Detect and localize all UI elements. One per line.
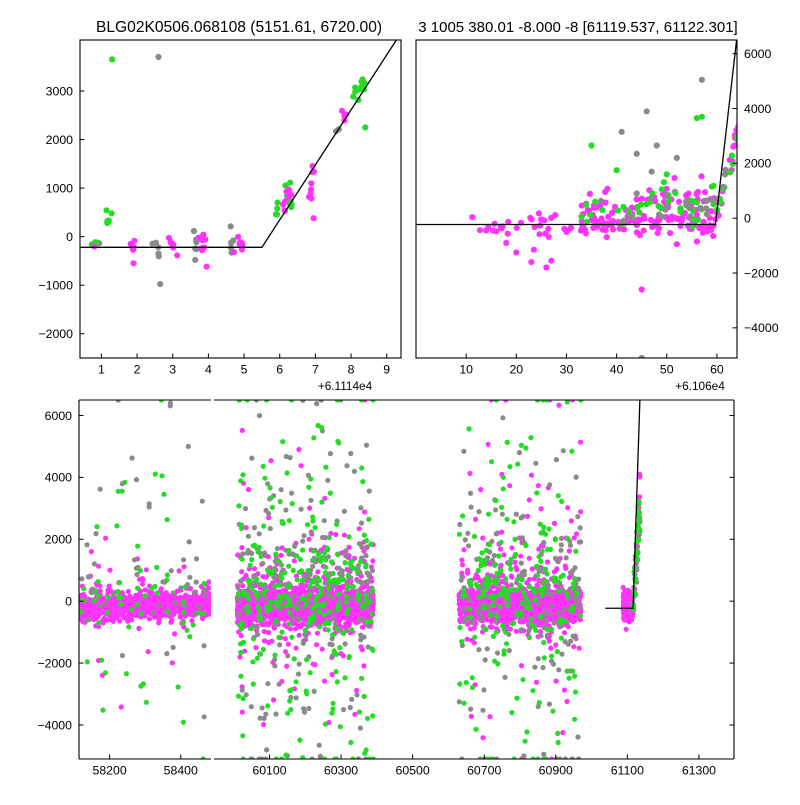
svg-text:3 1005 380.01 -8.000 -8 [61119: 3 1005 380.01 -8.000 -8 [61119.537, 6112… bbox=[418, 19, 737, 36]
svg-text:3: 3 bbox=[169, 363, 176, 377]
svg-text:20: 20 bbox=[509, 363, 523, 377]
svg-text:2: 2 bbox=[134, 363, 141, 377]
svg-text:4: 4 bbox=[205, 363, 212, 377]
svg-text:−2000: −2000 bbox=[37, 656, 72, 670]
svg-text:40: 40 bbox=[610, 363, 624, 377]
svg-text:4000: 4000 bbox=[744, 102, 772, 116]
svg-text:2000: 2000 bbox=[744, 157, 772, 171]
svg-text:1000: 1000 bbox=[46, 181, 74, 195]
svg-text:−4000: −4000 bbox=[37, 718, 72, 732]
svg-text:30: 30 bbox=[560, 363, 574, 377]
svg-text:6: 6 bbox=[276, 363, 283, 377]
svg-text:58400: 58400 bbox=[164, 764, 198, 778]
svg-text:2000: 2000 bbox=[45, 533, 73, 547]
svg-text:5: 5 bbox=[241, 363, 248, 377]
svg-text:−2000: −2000 bbox=[38, 327, 73, 341]
svg-text:60: 60 bbox=[710, 363, 724, 377]
svg-text:4000: 4000 bbox=[45, 471, 73, 485]
svg-text:0: 0 bbox=[65, 594, 72, 608]
svg-text:3000: 3000 bbox=[46, 84, 74, 98]
svg-text:6000: 6000 bbox=[45, 409, 73, 423]
svg-text:0: 0 bbox=[66, 230, 73, 244]
svg-text:2000: 2000 bbox=[46, 133, 74, 147]
svg-text:+6.106e4: +6.106e4 bbox=[675, 379, 725, 393]
svg-text:50: 50 bbox=[660, 363, 674, 377]
svg-text:−1000: −1000 bbox=[38, 278, 73, 292]
svg-text:7: 7 bbox=[312, 363, 319, 377]
svg-text:−4000: −4000 bbox=[744, 321, 779, 335]
svg-text:1: 1 bbox=[98, 363, 105, 377]
svg-text:+6.1114e4: +6.1114e4 bbox=[318, 379, 373, 393]
svg-text:0: 0 bbox=[744, 211, 751, 225]
svg-text:6000: 6000 bbox=[744, 47, 772, 61]
svg-text:−2000: −2000 bbox=[744, 266, 779, 280]
svg-text:BLG02K0506.068108 (5151.61, 67: BLG02K0506.068108 (5151.61, 6720.00) bbox=[96, 19, 382, 36]
svg-text:8: 8 bbox=[348, 363, 355, 377]
svg-text:9: 9 bbox=[383, 363, 390, 377]
svg-text:10: 10 bbox=[459, 363, 473, 377]
svg-text:58200: 58200 bbox=[92, 764, 126, 778]
